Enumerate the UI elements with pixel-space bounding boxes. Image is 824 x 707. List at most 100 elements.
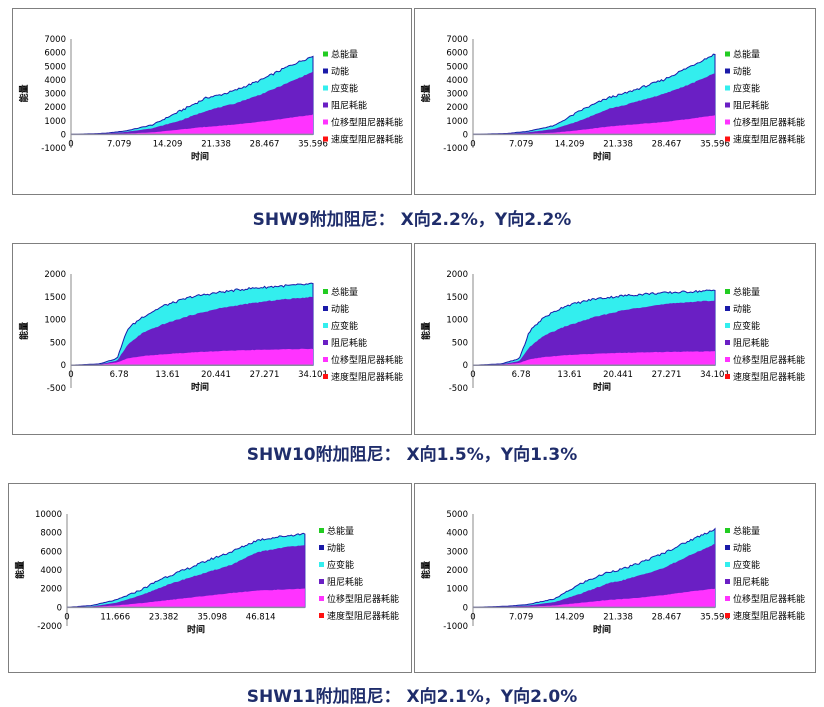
legend-label-damping: 阻尼耗能 (331, 337, 367, 349)
chart-panel-shw10-x: 2000 1500 1000 500 0 -500 0 6.78 13.61 20.441 27.2… (12, 243, 412, 435)
legend-swatch-vel-damper (319, 613, 324, 618)
legend-swatch-kinetic (725, 545, 730, 550)
legend-swatch-damping (725, 579, 730, 584)
x-tick-label: 7.079 (107, 139, 131, 149)
y-tick-label: 2000 (446, 103, 468, 113)
x-axis-label: 时间 (593, 381, 611, 393)
y-tick-label: -500 (47, 384, 66, 394)
legend-swatch-vel-damper (323, 374, 328, 379)
y-axis-label: 能量 (420, 322, 432, 340)
x-tick-label: 21.338 (201, 139, 231, 149)
x-tick-label: 14.209 (153, 139, 183, 149)
x-tick-label: 35.596 (700, 139, 730, 149)
y-tick-label: 4000 (44, 76, 66, 86)
legend-label-total: 总能量 (331, 49, 358, 61)
y-tick-label: 6000 (446, 49, 468, 59)
y-tick-label: 0 (463, 603, 468, 613)
chart-panel-shw9-x: 7000 6000 5000 4000 3000 2000 1000 0 -1000 0 7.079… (12, 8, 412, 195)
caption-shw9: SHW9附加阻尼： X向2.2%，Y向2.2% (252, 210, 572, 230)
legend-swatch-strain (725, 323, 730, 328)
y-tick-label: 6000 (44, 49, 66, 59)
x-tick-label: 0 (68, 370, 73, 380)
legend-swatch-vel-damper (323, 136, 328, 142)
y-tick-label: 1500 (44, 293, 66, 303)
legend-label-kinetic: 动能 (331, 66, 349, 78)
legend-label-total: 总能量 (331, 286, 358, 298)
x-tick-label: 21.338 (603, 612, 633, 622)
legend-label-strain: 应变能 (327, 559, 354, 571)
x-tick-label: 0 (64, 612, 69, 622)
x-axis-label: 时间 (191, 381, 209, 393)
x-tick-label: 0 (470, 612, 475, 622)
legend-swatch-strain (323, 323, 328, 328)
chart-panel-shw10-y: 2000 1500 1000 500 0 -500 0 6.78 13.61 20.441 27.2… (414, 243, 816, 435)
y-tick-label: 8000 (40, 529, 62, 539)
damping-energy-area (473, 73, 715, 135)
chart-panel-shw11-y: 5000 4000 3000 2000 1000 0 -1000 0 7.079 14.209 21… (414, 483, 816, 673)
x-tick-label: 13.61 (557, 370, 581, 380)
legend-swatch-vel-damper (725, 613, 730, 618)
y-tick-label: 2000 (446, 270, 468, 280)
x-tick-label: 35.596 (298, 139, 328, 149)
legend-swatch-total (725, 51, 730, 57)
legend-swatch-total (725, 289, 730, 294)
damping-energy-area (473, 544, 715, 608)
disp-damper-energy-area (473, 351, 715, 366)
x-tick-label: 28.467 (250, 139, 280, 149)
legend-swatch-strain (323, 85, 328, 91)
legend-swatch-strain (725, 85, 730, 91)
legend-label-disp-damper: 位移型阻尼器耗能 (331, 354, 403, 366)
y-tick-label: 3000 (446, 90, 468, 100)
y-tick-label: 4000 (40, 566, 62, 576)
y-tick-label: 1000 (446, 316, 468, 326)
y-tick-label: 7000 (44, 35, 66, 45)
x-axis-label: 时间 (191, 150, 209, 162)
x-tick-label: 23.382 (149, 612, 179, 622)
y-tick-label: 10000 (35, 510, 62, 520)
legend-swatch-strain (319, 562, 324, 567)
legend-swatch-damping (725, 102, 730, 108)
y-tick-label: 0 (57, 603, 62, 613)
legend-swatch-disp-damper (725, 119, 730, 125)
legend-label-vel-damper: 速度型阻尼器耗能 (733, 134, 805, 146)
legend-swatch-disp-damper (725, 596, 730, 601)
y-tick-label: 4000 (446, 76, 468, 86)
y-tick-label: 1500 (446, 293, 468, 303)
y-tick-label: 0 (463, 361, 468, 371)
caption-shw11: SHW11附加阻尼： X向2.1%，Y向2.0% (246, 687, 578, 707)
x-tick-label: 6.78 (110, 370, 129, 380)
legend-label-disp-damper: 位移型阻尼器耗能 (331, 117, 403, 129)
disp-damper-energy-area (67, 588, 305, 608)
legend-label-kinetic: 动能 (733, 542, 751, 554)
legend-swatch-total (323, 289, 328, 294)
y-tick-label: 2000 (44, 103, 66, 113)
legend-label-total: 总能量 (733, 525, 760, 537)
legend-label-strain: 应变能 (331, 83, 358, 95)
legend-swatch-kinetic (725, 68, 730, 74)
x-tick-label: 14.209 (555, 612, 585, 622)
legend-label-strain: 应变能 (733, 320, 760, 332)
legend-swatch-strain (725, 562, 730, 567)
legend-label-disp-damper: 位移型阻尼器耗能 (327, 593, 399, 605)
x-tick-label: 7.079 (509, 139, 533, 149)
x-axis-label: 时间 (593, 623, 611, 635)
y-tick-label: 500 (452, 338, 468, 348)
y-tick-label: 4000 (446, 529, 468, 539)
x-tick-label: 34.101 (700, 370, 730, 380)
x-axis-label: 时间 (593, 150, 611, 162)
legend-swatch-damping (323, 340, 328, 345)
legend-label-strain: 应变能 (331, 320, 358, 332)
y-tick-label: 5000 (446, 510, 468, 520)
legend-swatch-vel-damper (725, 374, 730, 379)
x-tick-label: 35.596 (700, 612, 730, 622)
y-tick-label: -1000 (41, 144, 66, 154)
y-tick-label: 7000 (446, 35, 468, 45)
legend-label-damping: 阻尼耗能 (733, 576, 769, 588)
x-tick-label: 28.467 (652, 612, 682, 622)
x-tick-label: 0 (470, 370, 475, 380)
legend-label-vel-damper: 速度型阻尼器耗能 (331, 134, 403, 146)
y-tick-label: -1000 (443, 144, 468, 154)
caption-shw10: SHW10附加阻尼： X向1.5%，Y向1.3% (246, 445, 578, 465)
